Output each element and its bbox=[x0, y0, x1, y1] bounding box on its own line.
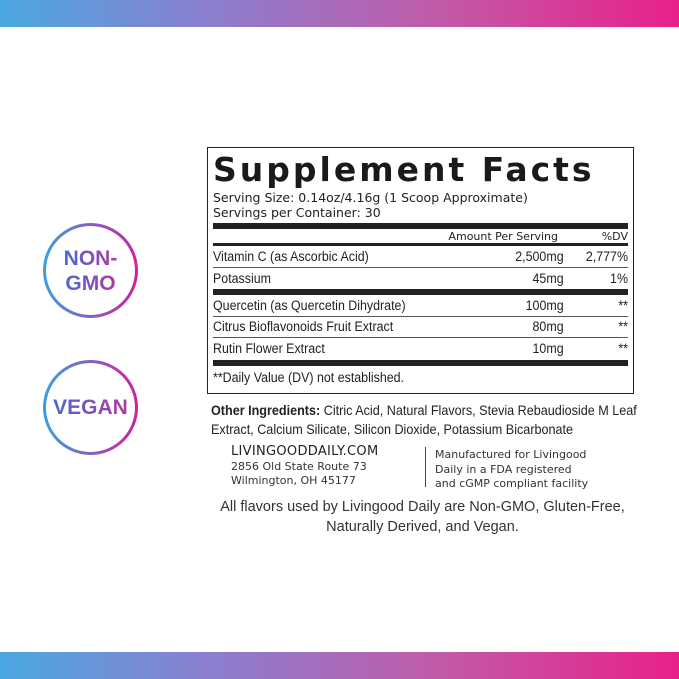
ingredient-name: Potassium bbox=[213, 270, 271, 286]
serving-size: Serving Size: 0.14oz/4.16g (1 Scoop Appr… bbox=[213, 190, 528, 205]
table-header: Amount Per Serving %DV bbox=[213, 229, 628, 246]
ingredient-amount: 80mg bbox=[532, 319, 564, 335]
manufacturer-line: Manufactured for Livingood bbox=[435, 448, 587, 461]
ingredient-name: Quercetin (as Quercetin Dihydrate) bbox=[213, 297, 406, 313]
table-row: Citrus Bioflavonoids Fruit Extract 80mg ** bbox=[213, 317, 629, 338]
other-ingredients-text: Citric Acid, Natural Flavors, Stevia Reb… bbox=[211, 402, 637, 437]
address-line: Wilmington, OH 45177 bbox=[231, 474, 356, 487]
vegan-badge: VEGAN bbox=[43, 360, 138, 455]
ingredient-dv: ** bbox=[618, 297, 629, 313]
table-row: Rutin Flower Extract 10mg ** bbox=[213, 338, 628, 360]
top-gradient-bar bbox=[0, 0, 679, 27]
table-row: Vitamin C (as Ascorbic Acid) 2,500mg 2,777… bbox=[213, 246, 629, 268]
table-row: Potassium 45mg 1% bbox=[213, 268, 628, 290]
ingredient-dv: ** bbox=[618, 319, 629, 335]
table-row: Quercetin (as Quercetin Dihydrate) 100mg *… bbox=[213, 295, 629, 317]
ingredient-dv: 1% bbox=[610, 270, 629, 286]
manufacturer-block: Manufactured for Livingood Daily in a FD… bbox=[435, 448, 588, 492]
non-gmo-label: NON- GMO bbox=[63, 246, 118, 295]
note-line: All flavors used by Livingood Daily are … bbox=[220, 499, 625, 515]
website: LIVINGOODDAILY.COM bbox=[231, 444, 379, 459]
ingredient-amount: 2,500mg bbox=[515, 248, 564, 264]
dv-header: %DV bbox=[601, 229, 628, 243]
servings-per-container: Servings per Container: 30 bbox=[213, 205, 381, 220]
other-ingredients-label: Other Ingredients: bbox=[211, 402, 321, 418]
ingredient-amount: 10mg bbox=[532, 341, 564, 357]
address-line: 2856 Old State Route 73 bbox=[231, 459, 367, 473]
ingredient-amount: 100mg bbox=[525, 297, 564, 313]
supplement-facts-panel: Supplement Facts Serving Size: 0.14oz/4.… bbox=[207, 147, 634, 394]
bottom-gradient-bar bbox=[0, 652, 679, 679]
divider bbox=[425, 447, 426, 487]
note-line: Naturally Derived, and Vegan. bbox=[326, 519, 519, 535]
manufacturer-line: and cGMP compliant facility bbox=[435, 477, 589, 490]
dv-footnote: **Daily Value (DV) not established. bbox=[213, 369, 405, 385]
ingredient-dv: 2,777% bbox=[585, 248, 629, 264]
divider bbox=[213, 289, 628, 295]
address-block: LIVINGOODDAILY.COM 2856 Old State Route … bbox=[231, 444, 379, 489]
ingredient-name: Citrus Bioflavonoids Fruit Extract bbox=[213, 319, 394, 335]
ingredient-name: Vitamin C (as Ascorbic Acid) bbox=[213, 248, 369, 264]
other-ingredients: Other Ingredients: Citric Acid, Natural … bbox=[211, 401, 641, 439]
divider bbox=[213, 223, 628, 229]
flavor-note: All flavors used by Livingood Daily are … bbox=[200, 497, 645, 537]
amount-header: Amount Per Serving bbox=[448, 229, 558, 243]
non-gmo-badge: NON- GMO bbox=[43, 223, 138, 318]
divider bbox=[213, 359, 628, 366]
facts-title: Supplement Facts bbox=[213, 150, 595, 189]
manufacturer-line: Daily in a FDA registered bbox=[435, 462, 572, 476]
ingredient-dv: ** bbox=[618, 341, 629, 357]
vegan-label: VEGAN bbox=[53, 396, 128, 419]
ingredient-amount: 45mg bbox=[532, 270, 564, 286]
ingredient-name: Rutin Flower Extract bbox=[213, 341, 325, 357]
